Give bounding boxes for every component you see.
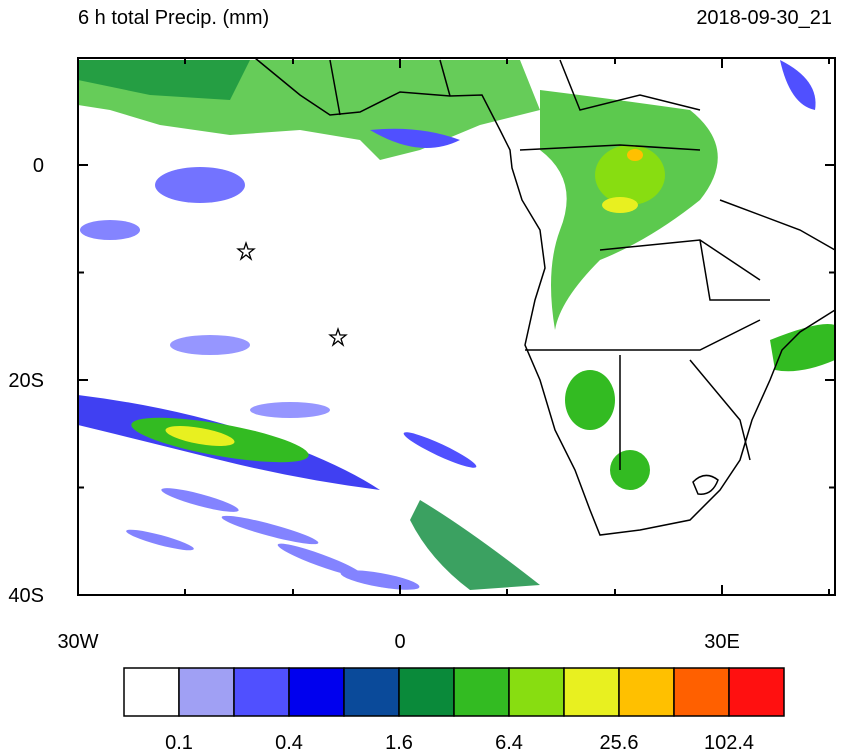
coastlines (254, 57, 836, 536)
colorbar-box (398, 667, 455, 717)
lon-label: 30W (57, 631, 98, 653)
lon-label: 0 (394, 631, 405, 653)
colorbar: 0.1 0.4 1.6 6.4 25.6 102.4 (123, 667, 785, 754)
lat-label: 20S (8, 370, 44, 392)
map-frame (77, 57, 836, 596)
colorbar-box (343, 667, 400, 717)
title: 6 h total Precip. (mm) (78, 7, 269, 29)
axes: 0 20S 40S 30W 0 30E (8, 58, 835, 653)
markers (236, 240, 348, 347)
colorbar-label: 25.6 (600, 732, 639, 750)
colorbar-box (728, 667, 785, 717)
colorbar-box (233, 667, 290, 717)
colorbar-label: 1.6 (385, 732, 413, 750)
lat-label: 0 (33, 155, 44, 177)
colorbar-box (563, 667, 620, 717)
colorbar-box (618, 667, 675, 717)
colorbar-box (673, 667, 730, 717)
colorbar-box (508, 667, 565, 717)
colorbar-label: 6.4 (495, 732, 523, 750)
colorbar-label: 102.4 (704, 732, 754, 750)
colorbar-box (453, 667, 510, 717)
colorbar-label: 0.1 (165, 732, 193, 750)
lat-label: 40S (8, 585, 44, 607)
colorbar-label: 0.4 (275, 732, 303, 750)
precip-field (78, 58, 835, 595)
timestamp: 2018-09-30_21 (696, 7, 832, 29)
colorbar-box (178, 667, 235, 717)
colorbar-box (288, 667, 345, 717)
colorbar-box (123, 667, 180, 717)
lon-label: 30E (704, 631, 740, 653)
